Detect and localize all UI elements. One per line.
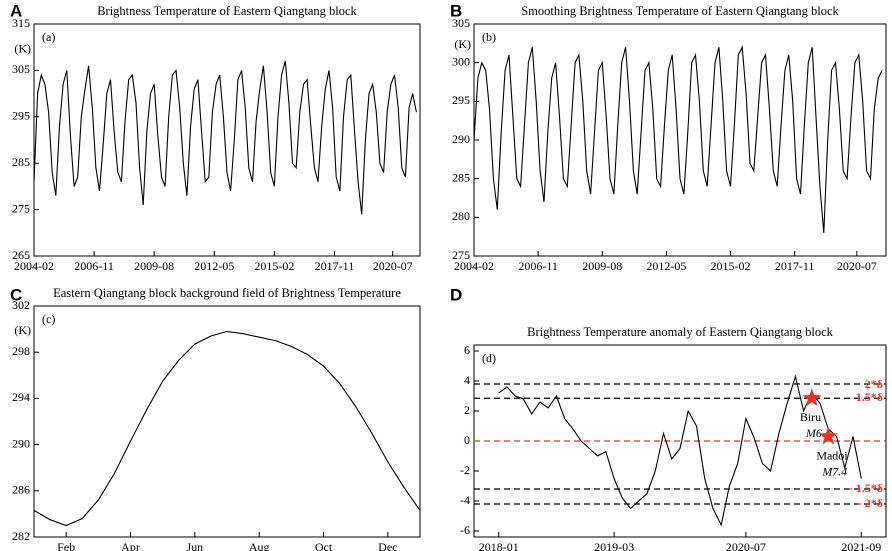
plot-frame xyxy=(33,305,421,538)
x-tick-label: 2020-07 xyxy=(373,259,413,273)
x-tick-label: 2009-08 xyxy=(134,259,174,273)
y-tick-label: 294 xyxy=(12,390,30,404)
panel-letter: C xyxy=(10,285,22,304)
y-tick-label: 275 xyxy=(452,248,470,262)
x-tick-label: 2006-11 xyxy=(518,259,558,273)
y-tick-label: 2 xyxy=(464,403,470,417)
y-tick-label: 275 xyxy=(12,201,30,215)
y-tick-label: 290 xyxy=(452,132,470,146)
x-tick-label: 2020-07 xyxy=(726,540,766,551)
x-tick-label: 2015-02 xyxy=(711,259,751,273)
x-tick-label: Aug xyxy=(249,540,270,551)
x-tick-label: Dec xyxy=(378,540,397,551)
y-tick-label: 290 xyxy=(12,436,30,450)
y-tick-label: 282 xyxy=(12,529,30,543)
x-tick-label: 2012-05 xyxy=(194,259,234,273)
y-unit: (K) xyxy=(14,41,31,55)
panel-letter: D xyxy=(450,285,462,304)
data-line xyxy=(498,374,862,527)
reference-label: - 1.5*δ xyxy=(849,481,883,495)
event-label: Madoi xyxy=(816,448,848,462)
chart-title: Smoothing Brightness Temperature of East… xyxy=(521,4,839,18)
y-tick-label: 295 xyxy=(452,93,470,107)
panel-letter: B xyxy=(450,1,462,20)
reference-label: 1.5*δ xyxy=(856,390,883,404)
panel-tag: (a) xyxy=(42,30,55,44)
panel-tag: (b) xyxy=(482,30,496,44)
x-tick-label: 2004-02 xyxy=(454,259,494,273)
y-unit: (K) xyxy=(14,323,31,337)
y-tick-label: 305 xyxy=(12,62,30,76)
event-magnitude: M7.4 xyxy=(821,464,847,478)
chart-title: Eastern Qiangtang block background field… xyxy=(53,286,401,300)
y-tick-label: 6 xyxy=(464,343,470,357)
data-line xyxy=(473,45,883,233)
y-tick-label: 285 xyxy=(452,170,470,184)
y-tick-label: 0 xyxy=(464,433,470,447)
y-tick-label: 4 xyxy=(464,373,470,387)
y-tick-label: 300 xyxy=(452,54,470,68)
event-label: Biru xyxy=(800,410,821,424)
x-tick-label: Apr xyxy=(121,540,140,551)
x-tick-label: Oct xyxy=(315,540,333,551)
y-tick-label: 305 xyxy=(452,16,470,30)
reference-label: - 2*δ xyxy=(858,496,883,510)
y-tick-label: -4 xyxy=(460,493,470,507)
y-tick-label: 315 xyxy=(12,16,30,30)
y-tick-label: 285 xyxy=(12,155,30,169)
data-line xyxy=(33,330,421,527)
plot-frame xyxy=(33,23,421,257)
x-tick-label: 2009-08 xyxy=(582,259,622,273)
event-star xyxy=(802,388,822,407)
event-star xyxy=(818,426,838,445)
panel-tag: (d) xyxy=(482,351,496,365)
y-tick-label: 298 xyxy=(12,344,30,358)
x-tick-label: 2020-07 xyxy=(837,259,877,273)
y-tick-label: 280 xyxy=(452,209,470,223)
data-line xyxy=(33,60,417,215)
panel-tag: (c) xyxy=(42,312,55,326)
y-tick-label: -2 xyxy=(460,463,470,477)
y-tick-label: 295 xyxy=(12,109,30,123)
chart-title: Brightness Temperature of Eastern Qiangt… xyxy=(97,4,357,18)
x-tick-label: 2006-11 xyxy=(74,259,114,273)
x-tick-label: 2017-11 xyxy=(315,259,355,273)
x-tick-label: 2019-03 xyxy=(594,540,634,551)
chart-title: Brightness Temperature anomaly of Easter… xyxy=(527,325,833,339)
y-tick-label: 302 xyxy=(12,298,30,312)
reference-label: 2*δ xyxy=(865,377,883,391)
x-tick-label: 2017-11 xyxy=(775,259,815,273)
panel-letter: A xyxy=(10,1,22,20)
y-tick-label: 265 xyxy=(12,248,30,262)
x-tick-label: Jun xyxy=(186,540,203,551)
y-unit: (K) xyxy=(454,37,471,51)
x-tick-label: 2015-02 xyxy=(254,259,294,273)
y-tick-label: -6 xyxy=(460,523,470,537)
x-tick-label: 2012-05 xyxy=(646,259,686,273)
x-tick-label: 2004-02 xyxy=(14,259,54,273)
x-tick-label: Feb xyxy=(57,540,75,551)
x-tick-label: 2018-01 xyxy=(479,540,519,551)
y-tick-label: 286 xyxy=(12,483,30,497)
x-tick-label: 2021-09 xyxy=(841,540,881,551)
